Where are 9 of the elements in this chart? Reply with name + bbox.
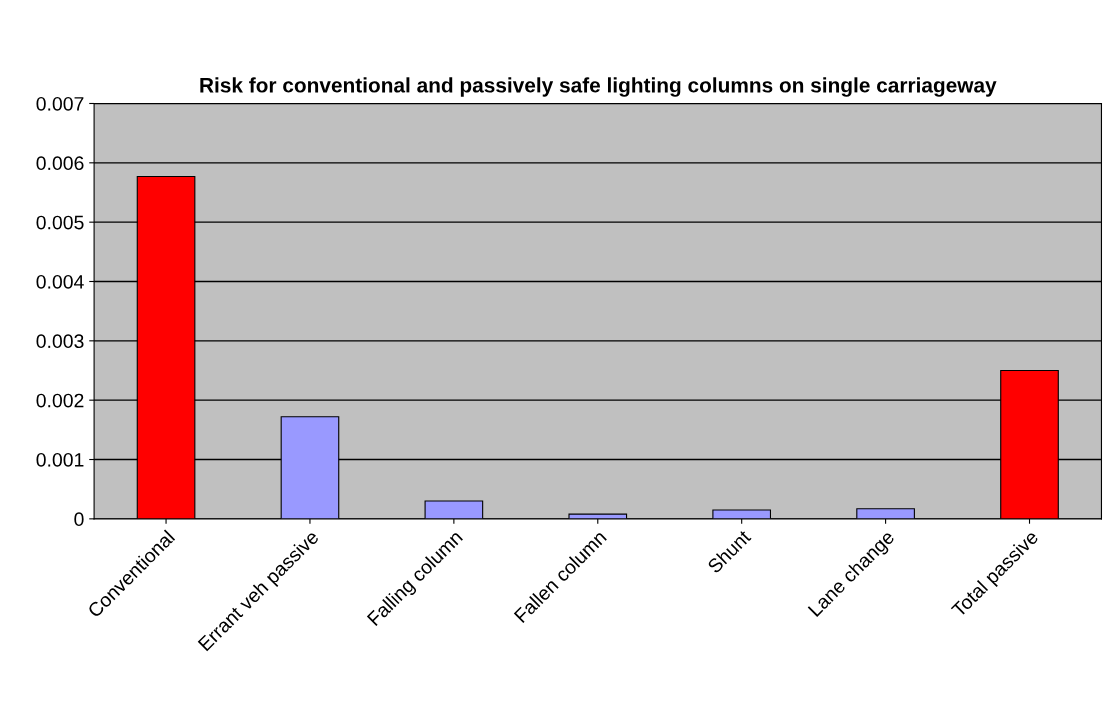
y-tick-label: 0.003 [36,334,84,349]
y-tick-label: 0.001 [36,452,84,467]
chart-title: Risk for conventional and passively safe lighting columns on single carriageway [200,77,997,97]
y-tick-label: 0.002 [36,393,84,408]
y-tick-label: 0.006 [36,156,84,171]
y-tick-label: 0 [74,512,84,527]
y-tick-label: 0.004 [36,274,84,289]
y-tick-label: 0.005 [36,215,84,230]
y-tick-label: 0.007 [36,96,84,111]
